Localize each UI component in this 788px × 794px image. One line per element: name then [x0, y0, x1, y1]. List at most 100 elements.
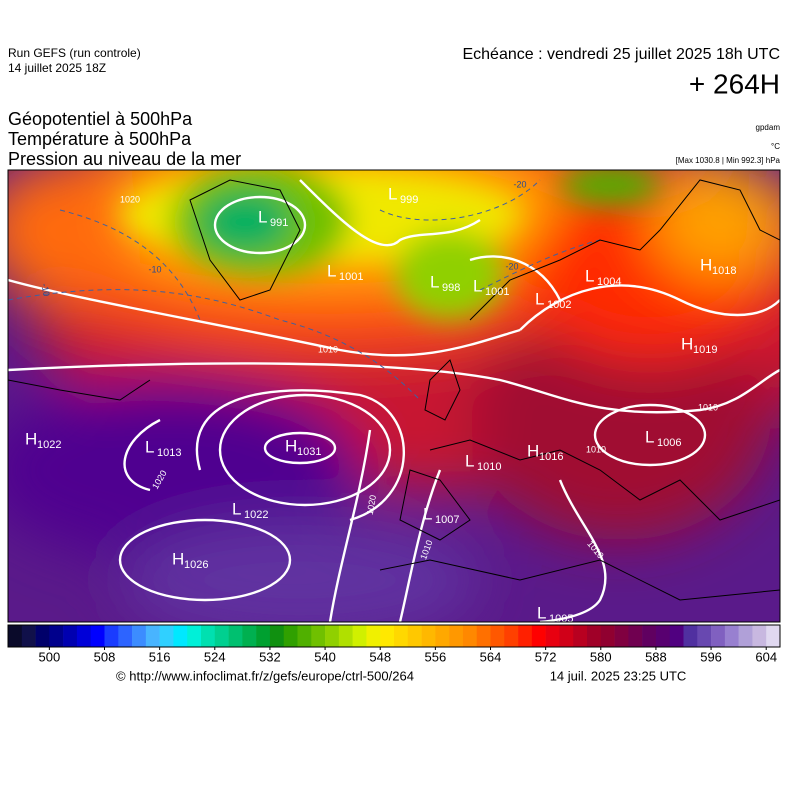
pressure-center-type: L	[145, 437, 154, 456]
pressure-center-type: L	[535, 289, 544, 308]
colorbar-cell	[311, 625, 326, 647]
colorbar-cell	[394, 625, 409, 647]
pressure-center-value: 1004	[597, 276, 621, 288]
pressure-center-type: L	[645, 427, 654, 446]
colorbar-tick-label: 604	[755, 649, 777, 664]
colorbar-cell	[338, 625, 353, 647]
colorbar-tick-label: 588	[645, 649, 667, 664]
pressure-center-value: 1005	[549, 613, 573, 625]
contour-label: -10	[40, 283, 52, 298]
colorbar-cell	[366, 625, 381, 647]
pressure-center-type: L	[258, 207, 267, 226]
pressure-center-value: 1016	[539, 451, 563, 463]
pressure-center-type: H	[285, 436, 297, 455]
pressure-center-value: 1019	[693, 344, 717, 356]
colorbar-cell	[435, 625, 450, 647]
colorbar-cell	[352, 625, 367, 647]
colorbar-frame	[7, 624, 781, 648]
pressure-center-type: L	[388, 184, 397, 203]
run-date: 14 juillet 2025 18Z	[8, 61, 106, 75]
pressure-center-value: 1013	[157, 447, 181, 459]
contour-label: 1010	[586, 444, 606, 454]
colorbar-cell	[145, 625, 160, 647]
colorbar-cell	[49, 625, 64, 647]
colorbar-tick-label: 508	[94, 649, 116, 664]
colorbar-cell	[228, 625, 243, 647]
colorbar-cell	[504, 625, 519, 647]
colorbar-cell	[76, 625, 92, 647]
pressure-center-type: L	[232, 499, 241, 518]
colorbar-cell	[421, 625, 436, 647]
colorbar-cell	[545, 625, 560, 647]
colorbar-cell	[297, 625, 312, 647]
colorbar-cell	[518, 625, 533, 647]
colorbar-tick-label: 596	[700, 649, 722, 664]
pressure-center-value: 1022	[244, 509, 268, 521]
colorbar-cell	[669, 625, 684, 647]
colorbar-cell	[256, 625, 271, 647]
colorbar-tick-label: 564	[480, 649, 502, 664]
colorbar-cell	[462, 625, 478, 647]
pressure-center-type: L	[473, 276, 482, 295]
colorbar-cell	[21, 625, 36, 647]
colorbar-tick-label: 556	[425, 649, 447, 664]
pressure-center-type: L	[465, 451, 474, 470]
colorbar-cell	[628, 625, 643, 647]
valid-time: Echéance : vendredi 25 juillet 2025 18h …	[462, 46, 780, 63]
pressure-center-value: 1006	[657, 437, 681, 449]
colorbar-cell	[187, 625, 202, 647]
colorbar-cell	[269, 625, 285, 647]
colorbar-cell	[683, 625, 698, 647]
colorbar-tick-label: 572	[535, 649, 557, 664]
colorbar-cell	[90, 625, 105, 647]
colorbar-cell	[173, 625, 188, 647]
generated-time: 14 juil. 2025 23:25 UTC	[550, 668, 687, 683]
pressure-center-type: H	[172, 549, 184, 568]
unit-label: gpdam	[756, 123, 781, 132]
colorbar-cell	[531, 625, 546, 647]
pressure-center-value: 1007	[435, 514, 459, 526]
colorbar-cell	[201, 625, 216, 647]
colorbar-cell	[132, 625, 147, 647]
pressure-center-type: L	[585, 266, 594, 285]
pressure-center-value: 1002	[547, 299, 571, 311]
pressure-center-type: H	[700, 255, 712, 274]
pressure-center-value: 1010	[477, 461, 501, 473]
colorbar-tick-label: 548	[369, 649, 391, 664]
colorbar-tick-label: 516	[149, 649, 171, 664]
colorbar-cell	[614, 625, 629, 647]
contour-label: 1020	[365, 494, 378, 515]
pressure-center-value: 1001	[485, 286, 509, 298]
colorbar-cell	[766, 625, 781, 647]
pressure-center-value: 998	[442, 282, 460, 294]
colorbar-cell	[559, 625, 574, 647]
colorbar-cell	[490, 625, 505, 647]
contour-label: -20	[505, 261, 518, 271]
title-line: Pression au niveau de la mer	[8, 149, 241, 169]
pressure-center-type: L	[423, 504, 432, 523]
run-label: Run GEFS (run controle)	[8, 46, 141, 60]
contour-label: -20	[513, 179, 526, 189]
colorbar-cell	[476, 625, 491, 647]
colorbar-cell	[449, 625, 464, 647]
colorbar-tick-label: 524	[204, 649, 226, 664]
pressure-center-value: 1018	[712, 265, 736, 277]
colorbar-cell	[600, 625, 615, 647]
pressure-center-value: 1001	[339, 271, 363, 283]
source-credit: © http://www.infoclimat.fr/z/gefs/europe…	[116, 668, 414, 683]
pressure-center-value: 1022	[37, 439, 61, 451]
colorbar-cell	[159, 625, 174, 647]
pressure-center-type: H	[25, 429, 37, 448]
colorbar-cell	[738, 625, 753, 647]
colorbar-cell	[63, 625, 78, 647]
colorbar-cell	[752, 625, 767, 647]
pressure-center-value: 1031	[297, 446, 321, 458]
pressure-center-type: L	[430, 272, 439, 291]
colorbar-cell	[642, 625, 657, 647]
coastlines	[8, 179, 780, 601]
map-frame	[7, 169, 781, 623]
pressure-center-value: 1026	[184, 559, 208, 571]
colorbar-cell	[214, 625, 229, 647]
contour-label: 1010	[698, 402, 718, 412]
